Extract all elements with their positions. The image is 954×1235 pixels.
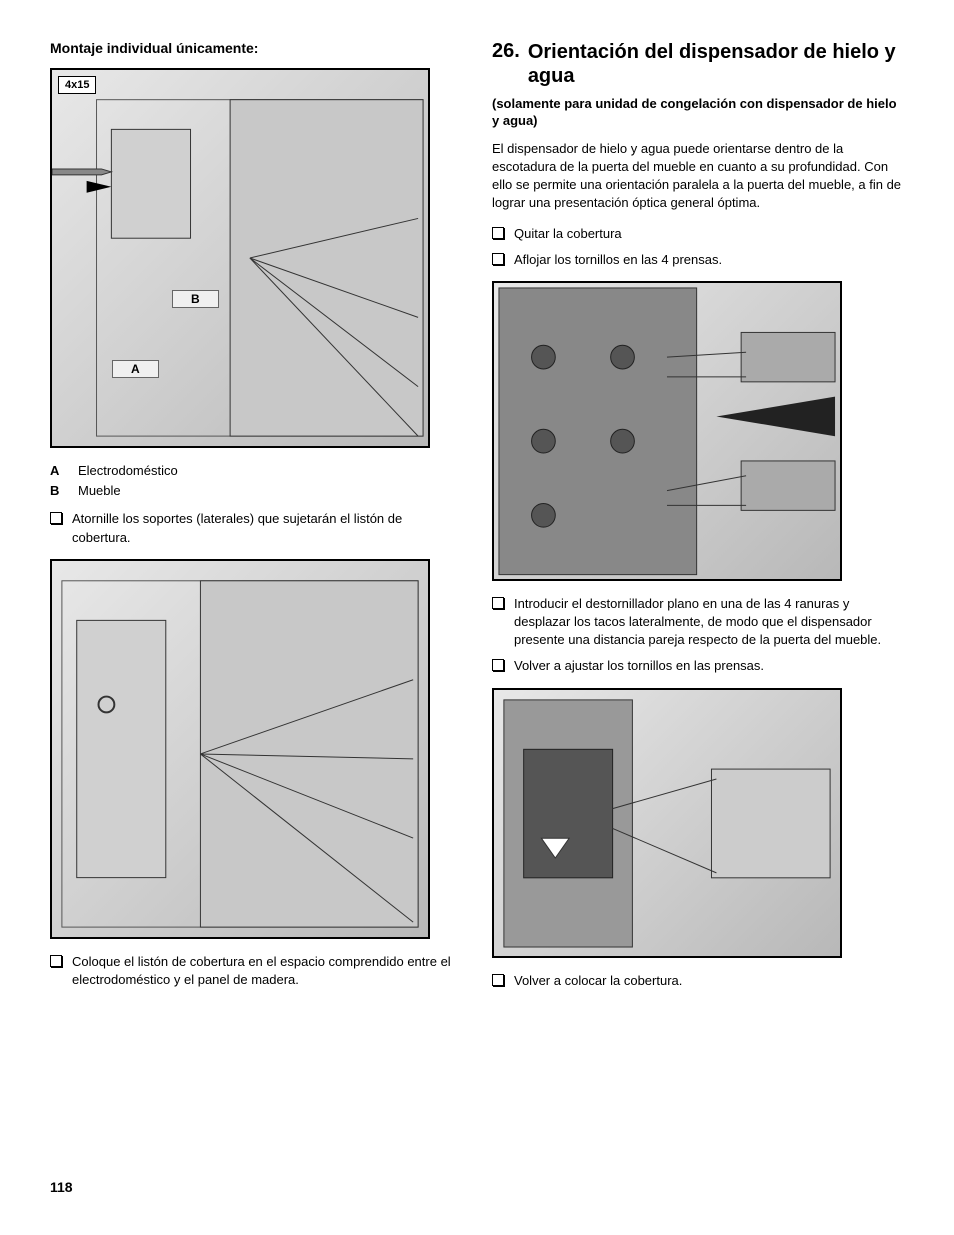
page-number: 118 bbox=[50, 1179, 73, 1195]
section-number: 26. bbox=[492, 40, 520, 63]
bullet-list: Atornille los soportes (laterales) que s… bbox=[50, 510, 462, 546]
subtitle: (solamente para unidad de congelación co… bbox=[492, 96, 904, 130]
step-3: 3. bbox=[569, 508, 582, 526]
bullet-list: Coloque el listón de cobertura en el esp… bbox=[50, 953, 462, 989]
legend-key: B bbox=[50, 482, 64, 500]
bullet-item: Introducir el destornillador plano en un… bbox=[492, 595, 904, 650]
left-heading: Montaje individual únicamente: bbox=[50, 40, 462, 56]
bullet-text: Volver a colocar la cobertura. bbox=[514, 972, 682, 990]
intro-paragraph: El dispensador de hielo y agua puede ori… bbox=[492, 140, 904, 213]
step-2: 2. bbox=[649, 343, 662, 361]
section-title: 26. Orientación del dispensador de hielo… bbox=[492, 40, 904, 88]
figure1-illustration bbox=[52, 70, 428, 446]
legend-item: B Mueble bbox=[50, 482, 462, 500]
bullet-item: Volver a colocar la cobertura. bbox=[492, 972, 904, 990]
checkbox-icon bbox=[50, 955, 62, 967]
bullet-list-mid: Introducir el destornillador plano en un… bbox=[492, 595, 904, 676]
label-a: A bbox=[112, 360, 159, 378]
figure-mounting-brackets: 4x15 3x B A bbox=[50, 68, 430, 448]
figure-cover-strip: "clic" bbox=[50, 559, 430, 939]
page-content: Montaje individual únicamente: 4x15 3x B… bbox=[50, 40, 904, 1002]
checkbox-icon bbox=[492, 659, 504, 671]
bullet-item: Volver a ajustar los tornillos en las pr… bbox=[492, 657, 904, 675]
figure-dispenser-final bbox=[492, 688, 842, 958]
step-1: 1. bbox=[569, 358, 582, 376]
figure3-illustration bbox=[494, 283, 840, 580]
bullet-text: Quitar la cobertura bbox=[514, 225, 622, 243]
click-label: "clic" bbox=[82, 671, 125, 689]
left-column: Montaje individual únicamente: 4x15 3x B… bbox=[50, 40, 462, 1002]
legend-text: Electrodoméstico bbox=[78, 462, 178, 480]
right-column: 26. Orientación del dispensador de hielo… bbox=[492, 40, 904, 1002]
bullet-item: Aflojar los tornillos en las 4 prensas. bbox=[492, 251, 904, 269]
legend-list: A Electrodoméstico B Mueble bbox=[50, 462, 462, 500]
checkbox-icon bbox=[492, 253, 504, 265]
figure4-illustration bbox=[494, 690, 840, 957]
label-b: B bbox=[172, 290, 219, 308]
checkbox-icon bbox=[492, 974, 504, 986]
screw-spec-label: 4x15 bbox=[58, 76, 96, 94]
bullet-list-bottom: Volver a colocar la cobertura. bbox=[492, 972, 904, 990]
bullet-text: Aflojar los tornillos en las 4 prensas. bbox=[514, 251, 722, 269]
bullet-item: Coloque el listón de cobertura en el esp… bbox=[50, 953, 462, 989]
bullet-text: Atornille los soportes (laterales) que s… bbox=[72, 510, 462, 546]
legend-text: Mueble bbox=[78, 482, 121, 500]
bullet-text: Volver a ajustar los tornillos en las pr… bbox=[514, 657, 764, 675]
bullet-text: Coloque el listón de cobertura en el esp… bbox=[72, 953, 462, 989]
bullet-text: Introducir el destornillador plano en un… bbox=[514, 595, 904, 650]
checkbox-icon bbox=[50, 512, 62, 524]
bullet-list-top: Quitar la cobertura Aflojar los tornillo… bbox=[492, 225, 904, 269]
figure-dispenser-screws: 1. 2. 3. bbox=[492, 281, 842, 581]
checkbox-icon bbox=[492, 227, 504, 239]
section-text: Orientación del dispensador de hielo y a… bbox=[528, 40, 904, 88]
figure2-illustration bbox=[52, 561, 428, 937]
legend-item: A Electrodoméstico bbox=[50, 462, 462, 480]
count-callout: 3x bbox=[152, 165, 177, 183]
checkbox-icon bbox=[492, 597, 504, 609]
legend-key: A bbox=[50, 462, 64, 480]
bullet-item: Quitar la cobertura bbox=[492, 225, 904, 243]
bullet-item: Atornille los soportes (laterales) que s… bbox=[50, 510, 462, 546]
